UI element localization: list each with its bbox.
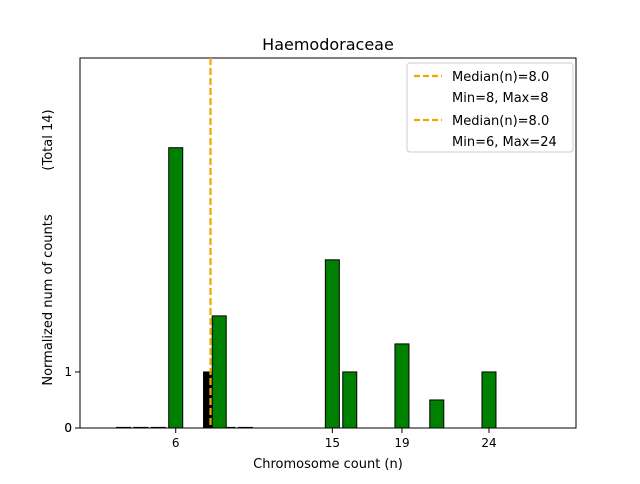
bar-series: [168, 147, 497, 429]
y-axis-label: Normalized num of counts: [41, 214, 56, 385]
bar-3: [342, 371, 358, 429]
x-axis-label: Chromosome count (n): [253, 457, 403, 472]
bar-6: [481, 371, 497, 429]
background-bar-1: [133, 426, 149, 429]
legend-entry-3: Median(n)=8.0: [452, 114, 549, 129]
bar-0: [168, 147, 184, 429]
background-bar-5: [237, 426, 253, 429]
bar-1: [211, 315, 227, 429]
legend-entry-1: Median(n)=8.0: [452, 70, 549, 85]
bar-4: [394, 343, 410, 429]
x-tick-label-3: 24: [481, 436, 496, 450]
x-axis-ticks: 6 15 19 24: [172, 428, 497, 450]
bar-2: [324, 259, 340, 429]
background-bars: [116, 371, 253, 429]
chart-title: Haemodoraceae: [262, 35, 394, 54]
x-tick-label-1: 15: [325, 436, 340, 450]
y-tick-label-2: 0: [64, 421, 72, 435]
y-tick-label-0: 0: [64, 421, 72, 435]
x-tick-label-0: 6: [172, 436, 180, 450]
x-tick-label-2: 19: [394, 436, 409, 450]
background-bar-0: [116, 426, 132, 429]
legend-entry-2: Min=8, Max=8: [452, 91, 549, 106]
bar-5: [429, 399, 445, 429]
y-tick-label-1: 1: [64, 365, 72, 379]
y-axis-ticks: 010: [64, 365, 80, 435]
legend-box: [406, 62, 574, 153]
background-bar-2: [150, 426, 166, 429]
legend-entry-4: Min=6, Max=24: [452, 135, 557, 150]
legend: Median(n)=8.0 Min=8, Max=8 Median(n)=8.0…: [406, 62, 574, 153]
y-axis-total-label: (Total 14): [41, 109, 56, 170]
